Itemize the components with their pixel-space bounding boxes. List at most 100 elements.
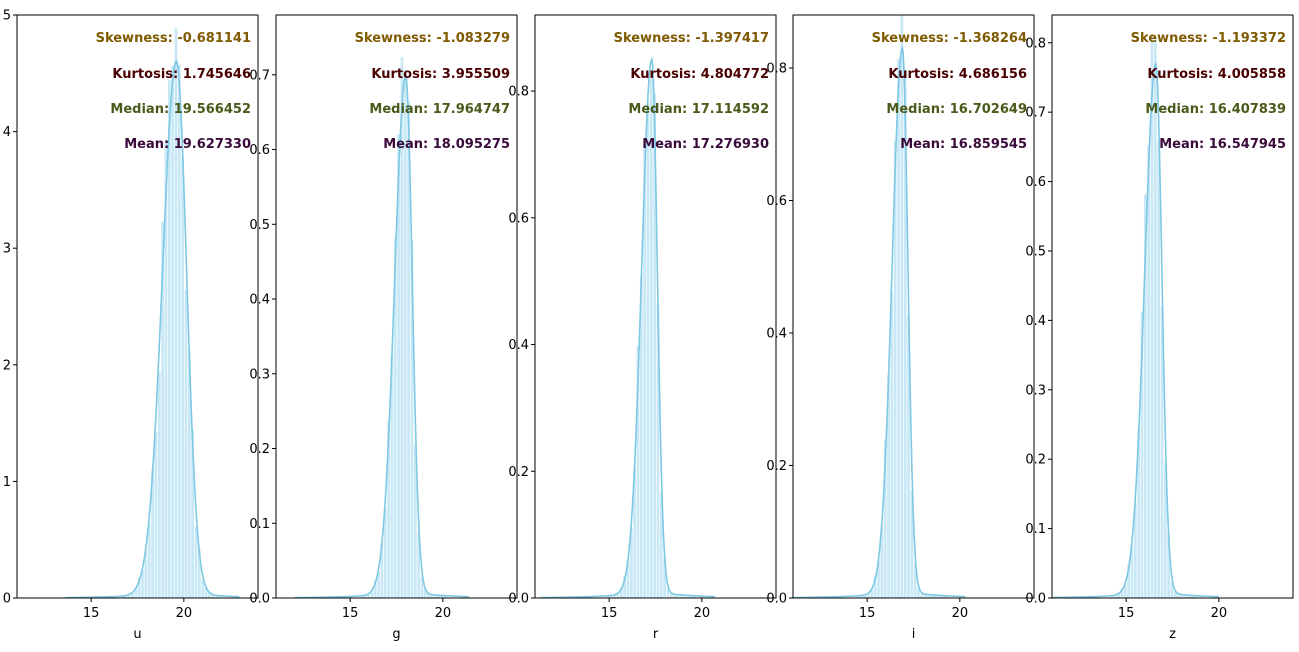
y-tick-label: 0.2 bbox=[249, 442, 270, 457]
stat-mean: Mean: 17.276930 bbox=[642, 137, 769, 152]
x-tick-label: 15 bbox=[83, 606, 100, 621]
histogram-bar bbox=[907, 313, 910, 598]
y-tick-label: 0.6 bbox=[766, 194, 787, 209]
stat-median: Median: 17.964747 bbox=[369, 102, 510, 117]
stat-kurt: Kurtosis: 4.005858 bbox=[1147, 67, 1286, 82]
histogram-bar bbox=[863, 594, 867, 598]
y-tick-label: 0.6 bbox=[249, 143, 270, 158]
histogram-bar bbox=[1173, 591, 1177, 598]
y-tick-label: 2 bbox=[3, 358, 11, 373]
x-tick-label: 15 bbox=[1118, 606, 1135, 621]
histogram-bar bbox=[1190, 595, 1194, 598]
histogram-bar bbox=[619, 588, 623, 598]
histogram-bar bbox=[427, 593, 431, 598]
histogram-bar bbox=[659, 492, 663, 598]
kde-line bbox=[1052, 61, 1219, 598]
histogram-bar bbox=[204, 588, 208, 598]
histogram-bar bbox=[1183, 594, 1187, 598]
histogram-bar bbox=[917, 588, 920, 598]
histogram-bar bbox=[1130, 546, 1134, 598]
histogram-bar bbox=[900, 15, 904, 598]
histogram-bar bbox=[1127, 563, 1131, 598]
x-tick-label: 20 bbox=[694, 606, 711, 621]
stat-median: Median: 19.566452 bbox=[110, 102, 251, 117]
histogram-bar bbox=[1143, 194, 1147, 598]
histogram-bar bbox=[1120, 589, 1124, 598]
histogram-bar bbox=[380, 541, 384, 598]
histogram-bar bbox=[141, 570, 144, 598]
histogram-bar bbox=[609, 595, 613, 598]
axes-frame bbox=[1051, 14, 1294, 599]
histogram-bar bbox=[1187, 595, 1191, 598]
stat-skew: Skewness: -1.368264 bbox=[872, 31, 1027, 46]
subplot-i: 15 20 0.0 0.2 0.4 0.6 0.8 i Skewness: -1.368264 K… bbox=[766, 14, 1035, 642]
histogram-bar bbox=[413, 444, 417, 598]
stat-kurt: Kurtosis: 3.955509 bbox=[371, 67, 510, 82]
x-tick-label: 15 bbox=[601, 606, 618, 621]
y-tick-label: 0.8 bbox=[1025, 36, 1046, 51]
x-tick-label: 15 bbox=[342, 606, 359, 621]
histogram-bar bbox=[1160, 305, 1164, 598]
histogram-bar bbox=[387, 421, 390, 598]
histogram-bar bbox=[211, 594, 215, 598]
histogram-bar bbox=[679, 594, 683, 598]
y-tick-label: 0.2 bbox=[1025, 453, 1046, 468]
histogram-bar bbox=[1147, 145, 1151, 598]
histogram-bar bbox=[363, 594, 367, 598]
histogram-bar bbox=[633, 467, 636, 598]
y-tick-label: 0.4 bbox=[766, 327, 787, 342]
subplot-r: 15 20 0.0 0.2 0.4 0.6 0.8 r Skewness: -1.397417 K… bbox=[508, 14, 777, 642]
histogram-bar bbox=[1150, 36, 1154, 598]
histogram-bar bbox=[867, 592, 870, 598]
histogram-bar bbox=[649, 78, 653, 598]
y-tick-label: 4 bbox=[3, 125, 11, 140]
axes-frame bbox=[16, 14, 259, 599]
stat-kurt: Kurtosis: 4.804772 bbox=[630, 67, 769, 82]
subplot-u: 15 20 0 1 2 3 4 5 u Skewness: -0.681141 Kurtosis: … bbox=[3, 9, 259, 642]
y-tick-label: 0.5 bbox=[249, 218, 270, 233]
y-tick-label: 0.6 bbox=[1025, 175, 1046, 190]
histogram-bar bbox=[181, 158, 184, 598]
histogram-bar bbox=[1180, 594, 1184, 598]
histogram-bar bbox=[626, 560, 630, 598]
histogram-bar bbox=[403, 69, 407, 598]
histogram-bar bbox=[623, 575, 626, 598]
histogram-bar bbox=[910, 490, 914, 598]
histogram-bar bbox=[191, 429, 194, 598]
histogram-bar bbox=[154, 432, 158, 598]
y-tick-label: 3 bbox=[3, 242, 11, 257]
histogram-bar bbox=[151, 468, 154, 598]
histogram-bar bbox=[639, 275, 643, 598]
axes-frame bbox=[792, 14, 1035, 599]
histogram-bar bbox=[443, 595, 447, 598]
histogram-bar bbox=[184, 289, 188, 598]
stat-mean: Mean: 16.859545 bbox=[900, 137, 1027, 152]
histogram-bar bbox=[699, 595, 703, 598]
y-tick-label: 0.4 bbox=[1025, 314, 1046, 329]
histogram-bar bbox=[187, 350, 191, 598]
histogram-bar bbox=[663, 557, 667, 598]
y-tick-label: 0.0 bbox=[1025, 592, 1046, 607]
histogram-bar bbox=[890, 291, 894, 598]
histogram-bar bbox=[377, 571, 380, 598]
y-tick-label: 0.3 bbox=[249, 367, 270, 382]
histogram-bar bbox=[207, 592, 211, 598]
histogram-bar bbox=[893, 140, 897, 598]
x-axis-label: r bbox=[653, 627, 659, 642]
histogram-bar bbox=[933, 595, 937, 598]
histogram-bar bbox=[643, 143, 647, 598]
y-tick-label: 0.2 bbox=[766, 459, 787, 474]
histogram-bar bbox=[1133, 504, 1137, 598]
histogram-bar bbox=[124, 595, 128, 598]
histogram-bar bbox=[1110, 595, 1114, 598]
y-tick-label: 0.8 bbox=[508, 85, 529, 100]
axes-frame bbox=[275, 14, 518, 599]
histogram-bar bbox=[1137, 428, 1141, 598]
y-tick-label: 0.5 bbox=[1025, 244, 1046, 259]
x-tick-label: 20 bbox=[176, 606, 193, 621]
histogram-bar bbox=[197, 549, 201, 598]
histogram-bar bbox=[407, 101, 410, 598]
x-tick-label: 20 bbox=[1211, 606, 1228, 621]
histogram-bar bbox=[417, 533, 420, 598]
